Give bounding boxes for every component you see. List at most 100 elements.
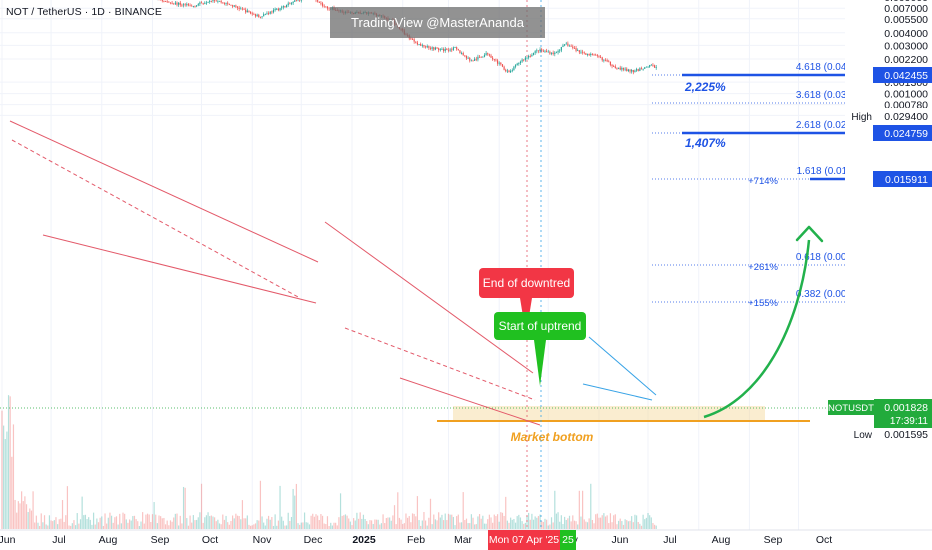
candle-body xyxy=(279,8,281,11)
candle-body xyxy=(441,48,443,50)
candle-body xyxy=(163,1,165,2)
volume-bar xyxy=(294,495,296,529)
x-tick-label: Oct xyxy=(202,534,218,546)
candle-body xyxy=(228,3,230,5)
volume-bar xyxy=(68,525,70,529)
volume-bar xyxy=(389,517,391,529)
high-label: High xyxy=(851,112,872,123)
volume-bar xyxy=(48,515,51,529)
volume-bar xyxy=(29,508,31,529)
candle-body xyxy=(258,14,260,18)
candle-body xyxy=(598,55,600,57)
volume-bar xyxy=(112,522,114,529)
volume-bar xyxy=(326,516,329,529)
candle-body xyxy=(611,64,613,67)
volume-bar xyxy=(302,522,304,529)
volume-bar xyxy=(168,525,170,529)
volume-bar xyxy=(300,522,302,529)
volume-bar xyxy=(133,515,136,529)
candle-body xyxy=(608,61,610,63)
candle-body xyxy=(179,2,181,5)
candle-body xyxy=(171,2,173,4)
volume-bar xyxy=(184,487,186,529)
volume-bar xyxy=(60,518,62,529)
candle-body xyxy=(264,14,266,16)
candle-body xyxy=(655,67,657,68)
candle-body xyxy=(531,54,533,57)
volume-bar xyxy=(99,517,101,529)
candle-body xyxy=(496,60,499,64)
volume-bar xyxy=(135,519,137,529)
candle-body xyxy=(575,48,577,51)
volume-bar xyxy=(32,491,34,529)
volume-bar xyxy=(256,520,258,529)
candle-body xyxy=(555,52,558,54)
volume-bar xyxy=(209,516,211,529)
volume-bar xyxy=(585,521,587,529)
volume-bar xyxy=(498,521,500,529)
candle-body xyxy=(640,68,643,70)
volume-bar xyxy=(318,520,320,529)
candle-body xyxy=(220,0,222,3)
start-uptrend-badge-box xyxy=(494,312,586,340)
volume-bar xyxy=(240,519,242,529)
volume-bar xyxy=(335,522,337,529)
volume-bar xyxy=(575,521,577,529)
volume-bar xyxy=(647,513,649,529)
candle-body xyxy=(200,2,203,4)
candle-body xyxy=(197,4,199,6)
volume-bar xyxy=(312,513,314,529)
volume-bar xyxy=(411,513,414,529)
candle-body xyxy=(644,67,646,69)
volume-bar xyxy=(52,521,54,529)
volume-bar xyxy=(207,512,209,529)
volume-bar xyxy=(81,496,83,529)
end-downtrend-badge: End of downtred xyxy=(479,268,574,335)
projection-arrowhead xyxy=(795,225,824,243)
candle-body xyxy=(617,67,620,69)
volume-bar xyxy=(356,512,358,529)
candle-body xyxy=(212,0,214,2)
volume-bar xyxy=(317,515,319,529)
candle-body xyxy=(295,0,297,2)
candle-body xyxy=(485,53,487,56)
candle-body xyxy=(552,52,554,55)
volume-bar xyxy=(66,486,69,529)
volume-bar xyxy=(353,518,355,529)
volume-bar xyxy=(47,525,49,529)
candle-body xyxy=(583,52,585,54)
candle-body xyxy=(586,54,589,55)
volume-bar xyxy=(96,518,98,529)
candle-body xyxy=(230,4,232,6)
candle-body xyxy=(459,50,461,54)
volume-bar xyxy=(485,523,487,529)
volume-bar xyxy=(516,516,518,529)
volume-bar xyxy=(464,520,466,529)
volume-bar xyxy=(277,520,279,529)
volume-bar xyxy=(564,516,566,529)
candle-body xyxy=(457,49,459,51)
volume-bar xyxy=(415,516,417,529)
x-tick-label: Jun xyxy=(612,534,629,546)
volume-bar xyxy=(510,517,512,529)
volume-bar xyxy=(285,525,288,529)
candle-body xyxy=(647,66,649,68)
low-label: Low xyxy=(854,430,873,441)
candle-body xyxy=(222,2,224,4)
candle-body xyxy=(447,49,450,51)
volume-bar xyxy=(344,514,347,529)
volume-bar xyxy=(418,520,420,529)
volume-bar xyxy=(372,523,374,529)
volume-bar xyxy=(652,523,654,529)
volume-bar xyxy=(245,518,247,529)
market-bottom-label: Market bottom xyxy=(511,430,594,444)
volume-bar xyxy=(366,521,368,529)
candle-body xyxy=(421,45,423,46)
candle-body xyxy=(274,8,276,10)
volume-bar xyxy=(230,520,232,529)
volume-bar xyxy=(570,521,572,529)
candle-body xyxy=(478,56,481,58)
volume-bar xyxy=(470,514,472,529)
volume-bar xyxy=(124,513,126,529)
